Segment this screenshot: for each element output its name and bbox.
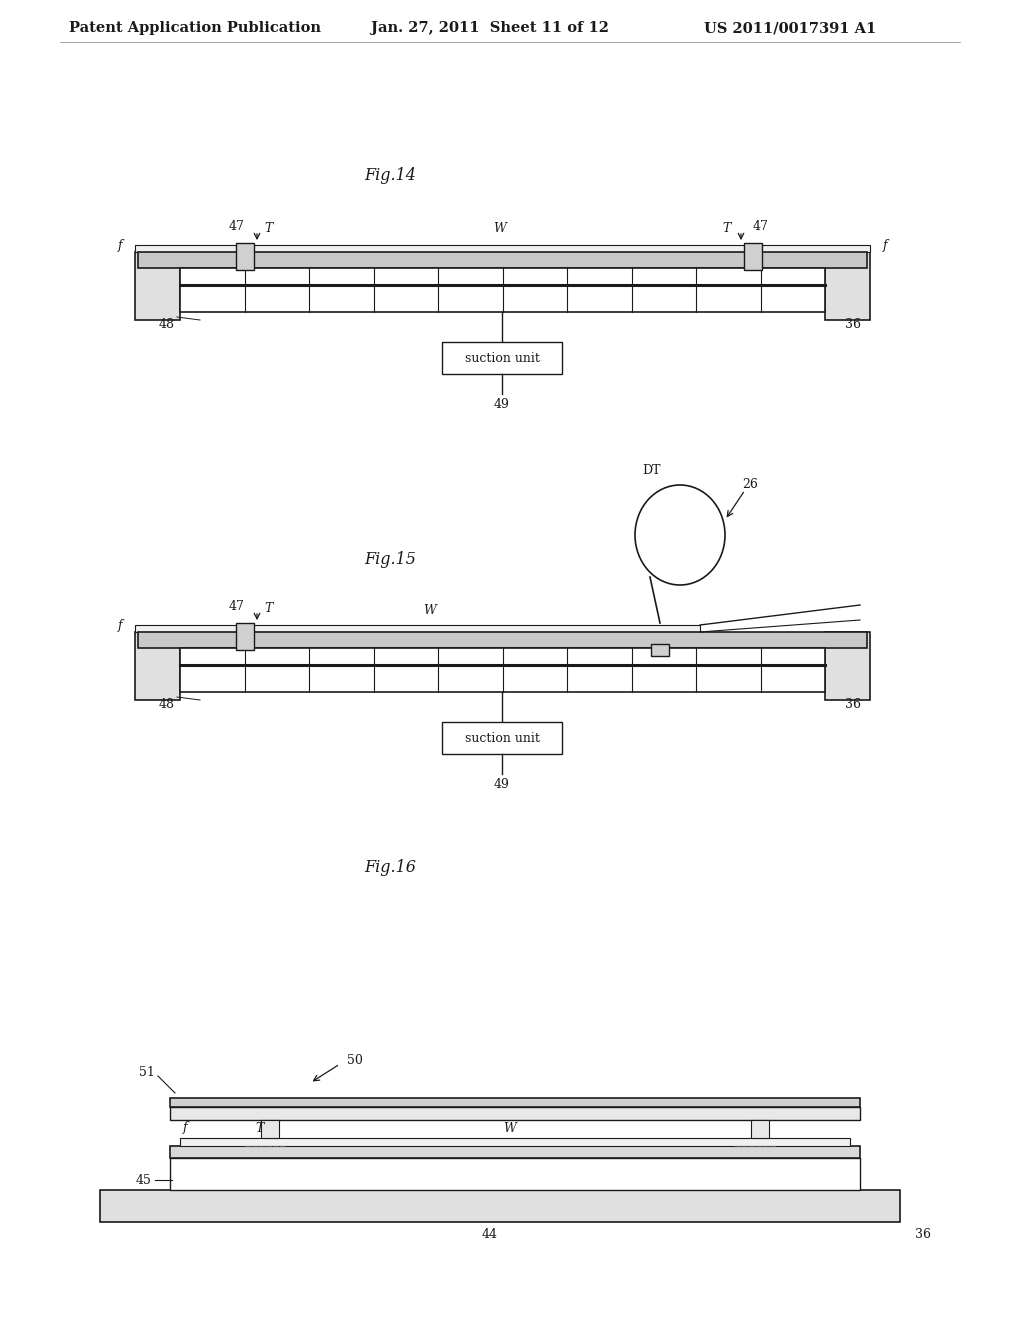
Text: 51: 51 [139, 1067, 155, 1080]
Text: 36: 36 [915, 1228, 931, 1241]
Text: T: T [256, 1122, 264, 1134]
Bar [138, 252, 867, 268]
Text: W: W [504, 1122, 516, 1134]
Text: 48: 48 [159, 318, 175, 330]
Ellipse shape [635, 484, 725, 585]
Text: 47: 47 [229, 601, 245, 614]
Text: suction unit: suction unit [465, 351, 540, 364]
Text: suction unit: suction unit [465, 731, 540, 744]
Text: 36: 36 [845, 697, 861, 710]
Text: 36: 36 [845, 318, 861, 330]
Text: W: W [494, 223, 507, 235]
Text: f: f [118, 619, 122, 632]
Text: f: f [118, 239, 122, 252]
Text: 47: 47 [229, 220, 245, 234]
Bar [442, 342, 562, 374]
Bar [825, 632, 870, 700]
Text: US 2011/0017391 A1: US 2011/0017391 A1 [703, 21, 877, 36]
Bar [651, 644, 669, 656]
Bar [100, 1191, 900, 1222]
Text: T: T [723, 222, 731, 235]
Text: 50: 50 [347, 1053, 362, 1067]
Text: f: f [182, 1122, 187, 1134]
Text: DT: DT [643, 465, 662, 478]
Text: Fig.15: Fig.15 [365, 552, 416, 569]
Bar [135, 624, 700, 632]
Bar [170, 1098, 860, 1107]
Text: W: W [424, 605, 436, 618]
Bar [751, 1119, 769, 1138]
Bar [170, 1107, 860, 1119]
Text: Fig.16: Fig.16 [365, 858, 416, 875]
Text: T: T [265, 602, 273, 615]
Bar [442, 722, 562, 754]
Text: T: T [265, 222, 273, 235]
Text: Fig.14: Fig.14 [365, 166, 416, 183]
Bar [236, 623, 254, 649]
Bar [744, 243, 762, 271]
Bar [135, 252, 180, 319]
Text: 48: 48 [159, 697, 175, 710]
Bar [180, 268, 825, 312]
Bar [236, 243, 254, 271]
Text: 47: 47 [753, 220, 769, 234]
Bar [180, 648, 825, 692]
Bar [138, 632, 867, 648]
Bar [261, 1119, 279, 1138]
Text: 45: 45 [136, 1173, 152, 1187]
Text: 44: 44 [482, 1228, 498, 1241]
Text: f: f [883, 239, 888, 252]
Bar [135, 246, 870, 252]
Bar [170, 1146, 860, 1158]
Text: 49: 49 [494, 777, 510, 791]
Text: Jan. 27, 2011  Sheet 11 of 12: Jan. 27, 2011 Sheet 11 of 12 [371, 21, 609, 36]
Bar [825, 252, 870, 319]
Bar [180, 1138, 850, 1146]
Text: Patent Application Publication: Patent Application Publication [69, 21, 321, 36]
Text: 49: 49 [494, 397, 510, 411]
Bar [135, 632, 180, 700]
Text: 26: 26 [742, 479, 758, 491]
Bar [170, 1158, 860, 1191]
